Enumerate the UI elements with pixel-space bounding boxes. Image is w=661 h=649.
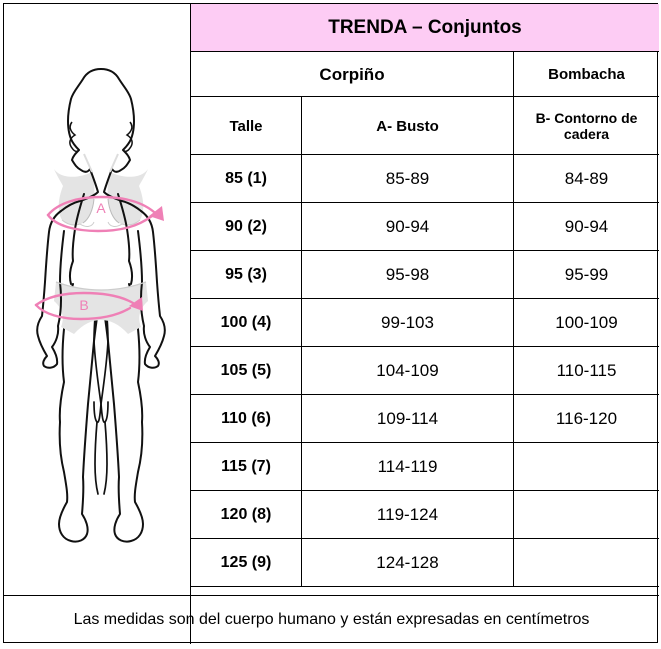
svg-text:A: A — [96, 200, 106, 216]
svg-text:B: B — [79, 297, 88, 313]
